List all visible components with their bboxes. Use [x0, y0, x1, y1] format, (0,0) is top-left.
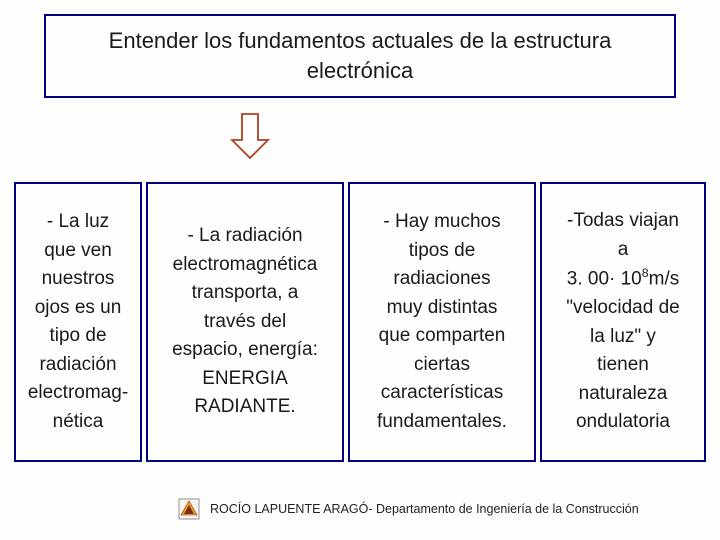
col1-l1: - La luz [47, 208, 109, 237]
col4-l5: la luz" y [590, 323, 656, 352]
col4-l8: ondulatoria [576, 408, 670, 437]
col4-l6: tienen [597, 351, 649, 380]
footer-text: ROCÍO LAPUENTE ARAGÓ- Departamento de In… [210, 502, 639, 516]
col3-l4: muy distintas [387, 294, 498, 323]
col1-l8: nética [53, 408, 104, 437]
col2-l1: - La radiación [187, 222, 302, 251]
col2-l2: electromagnética [173, 251, 318, 280]
col1-l5: tipo de [49, 322, 106, 351]
col4-l3c: m/s [649, 269, 680, 290]
col3-l8: fundamentales. [377, 408, 507, 437]
col3-l3: radiaciones [393, 265, 490, 294]
footer: ROCÍO LAPUENTE ARAGÓ- Departamento de In… [178, 498, 639, 520]
col1-l6: radiación [39, 351, 116, 380]
col2-l3: transporta, a [192, 279, 299, 308]
column-1: - La luz que ven nuestros ojos es un tip… [14, 182, 142, 462]
col3-l1: - Hay muchos [383, 208, 500, 237]
title-box: Entender los fundamentos actuales de la … [44, 14, 676, 98]
column-4: -Todas viajan a 3. 00· 108m/s "velocidad… [540, 182, 706, 462]
columns-row: - La luz que ven nuestros ojos es un tip… [14, 182, 706, 462]
column-3: - Hay muchos tipos de radiaciones muy di… [348, 182, 536, 462]
arrow-path [232, 114, 268, 158]
col3-l6: ciertas [414, 351, 470, 380]
col3-l7: características [381, 379, 503, 408]
column-2: - La radiación electromagnética transpor… [146, 182, 344, 462]
col1-l7: electromag- [28, 379, 128, 408]
col4-l7: naturaleza [579, 380, 668, 409]
col4-l3b: 8 [642, 266, 649, 280]
col2-l7: RADIANTE. [194, 393, 295, 422]
col4-l4: "velocidad de [566, 294, 679, 323]
col2-l5: espacio, energía: [172, 336, 318, 365]
title-text: Entender los fundamentos actuales de la … [86, 26, 634, 85]
col4-l2: a [618, 236, 629, 265]
col2-l6: ENERGIA [202, 365, 288, 394]
col2-l4: través del [204, 308, 286, 337]
down-arrow-icon [230, 112, 270, 160]
col4-l1: -Todas viajan [567, 207, 679, 236]
col3-l5: que comparten [379, 322, 506, 351]
col1-l3: nuestros [42, 265, 115, 294]
logo-icon [178, 498, 200, 520]
col4-l3: 3. 00· 108m/s [567, 264, 679, 294]
col3-l2: tipos de [409, 237, 476, 266]
col4-l3a: 3. 00· 10 [567, 269, 642, 290]
col1-l2: que ven [44, 237, 112, 266]
col1-l4: ojos es un [35, 294, 122, 323]
